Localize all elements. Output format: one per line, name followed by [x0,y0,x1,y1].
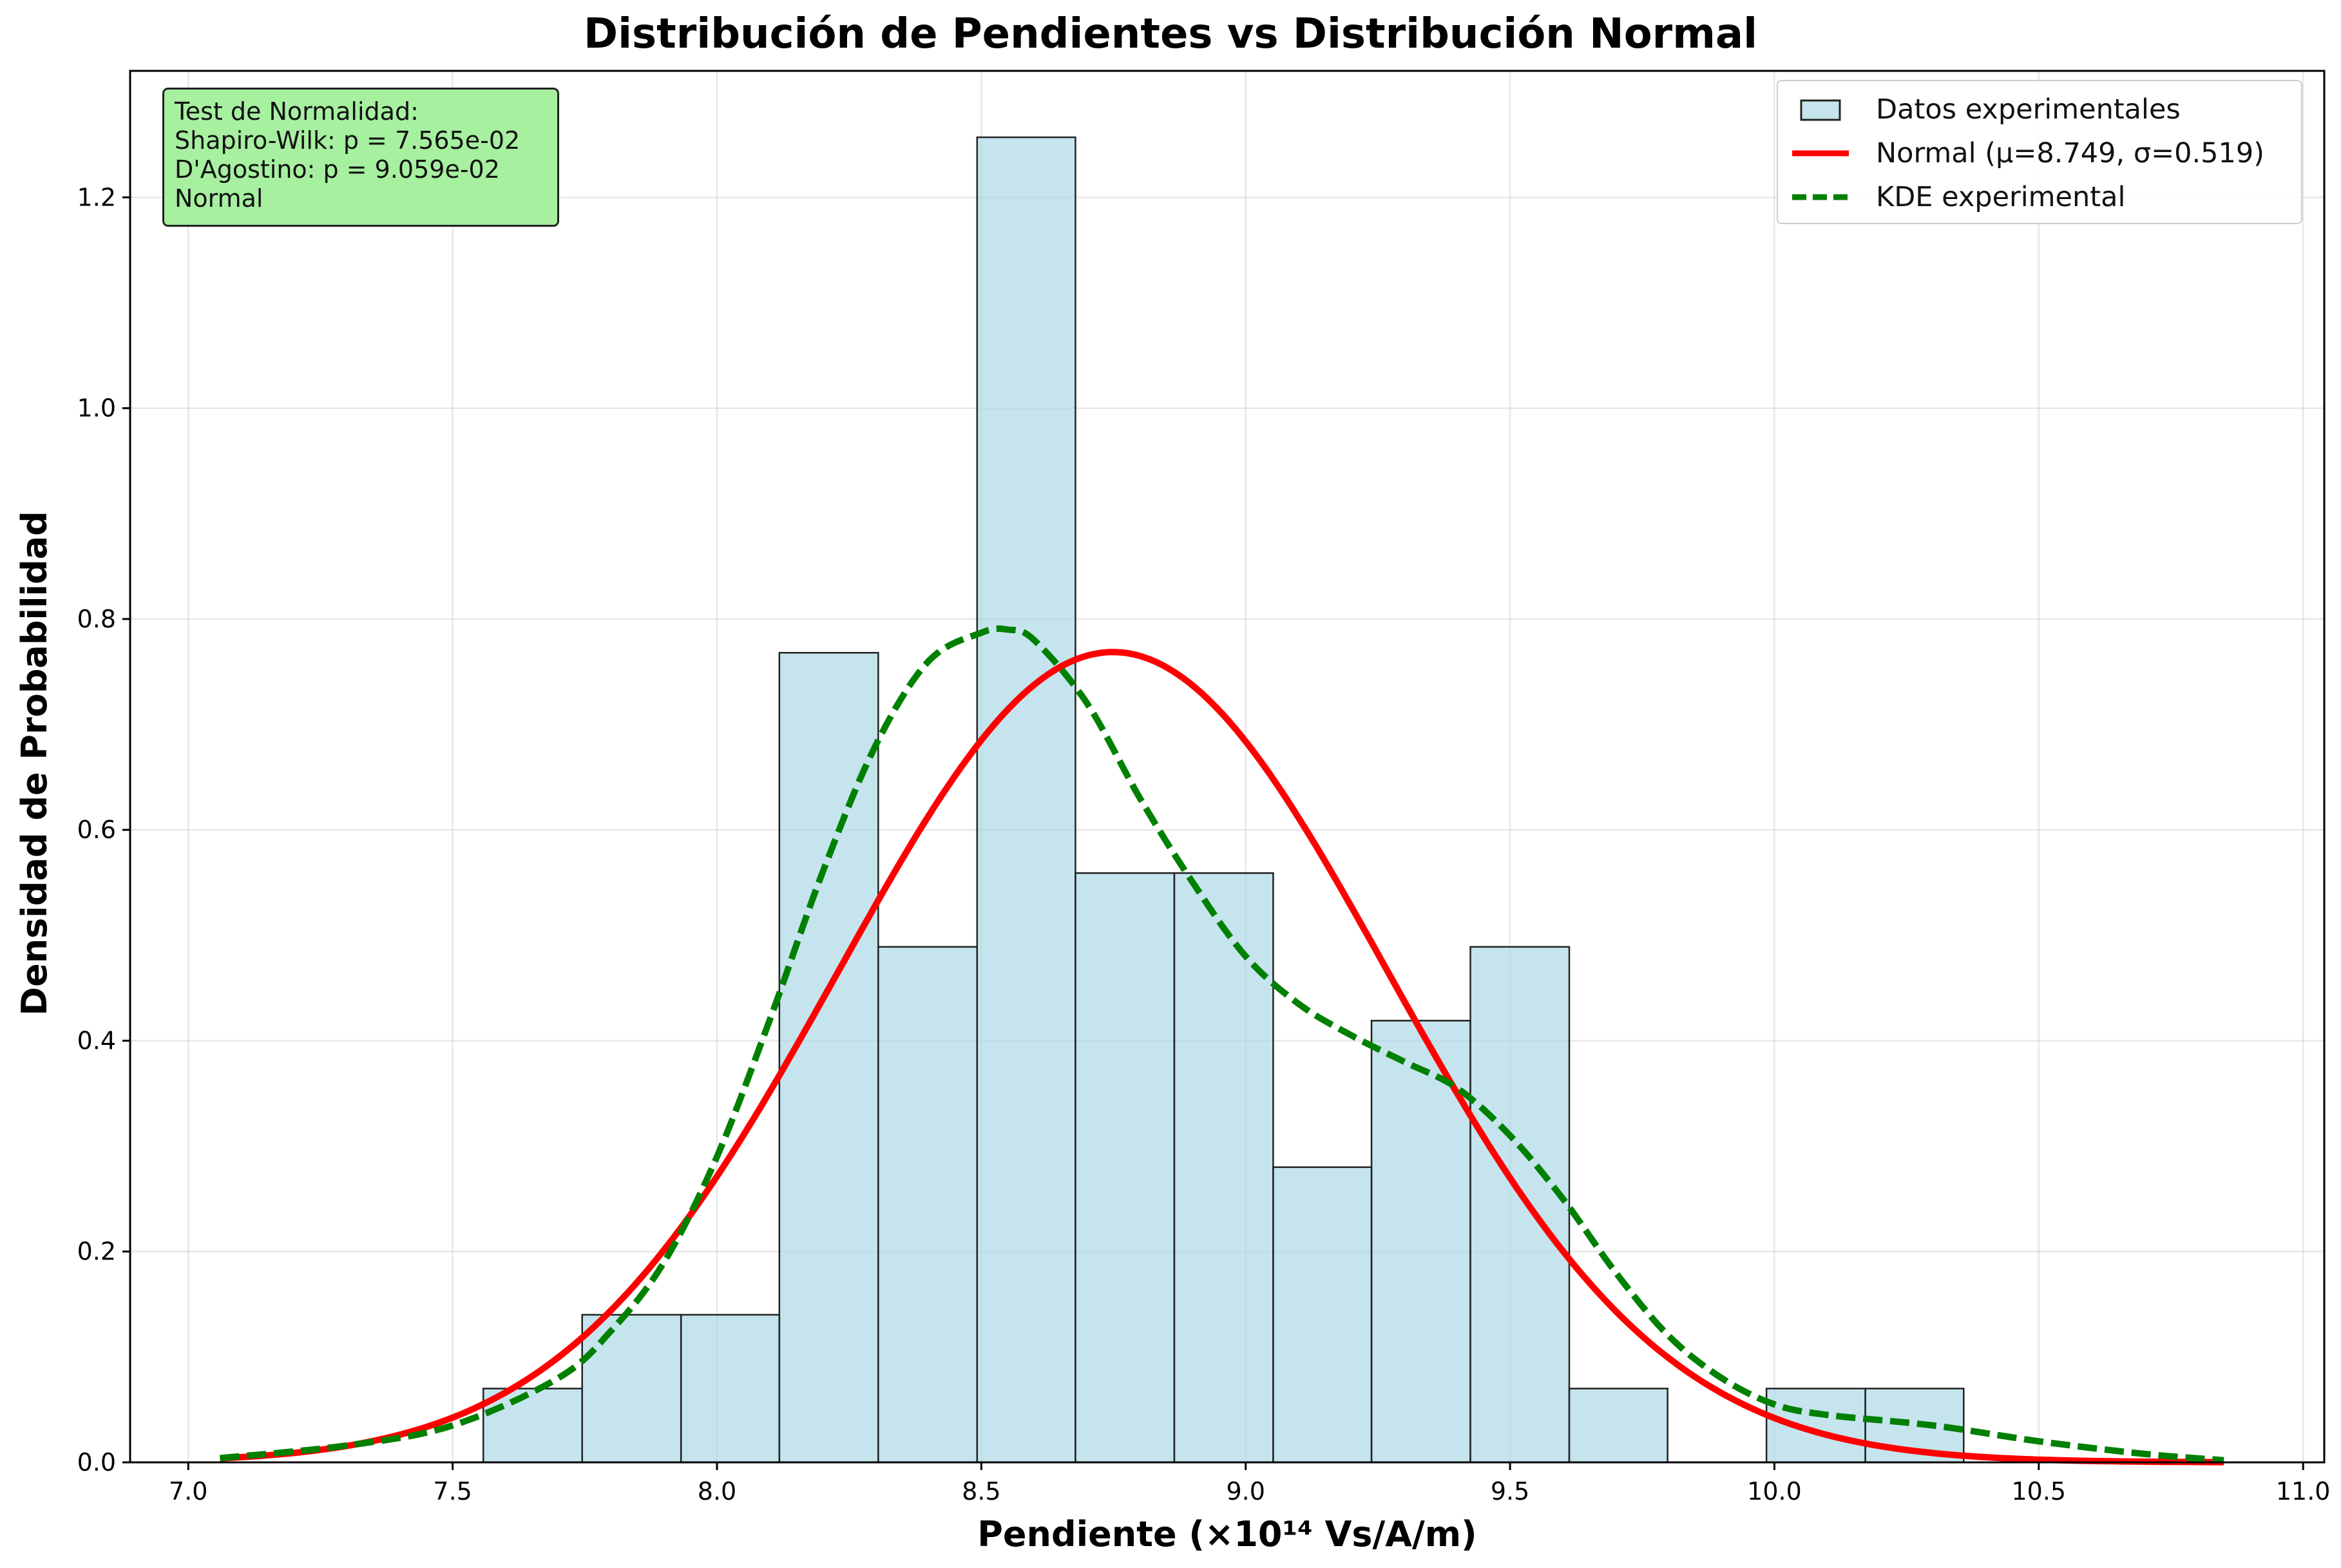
y-axis-label: Densidad de Probabilidad [14,511,55,1016]
y-tick-label: 0.8 [77,605,116,633]
legend-swatch-normal [1792,150,1849,157]
tick-labels: 7.0 7.5 8.0 8.5 9.0 9.5 10.0 10.5 11.0 0.0 0.2 0.4 0… [77,183,2331,1506]
axes [129,70,2326,1464]
legend-label: Datos experimentales [1876,93,2181,126]
y-tick-label: 0.2 [77,1238,116,1266]
stats-line: Normal [175,184,263,213]
histogram-bar [581,1314,682,1464]
histogram-bar [1272,1166,1373,1464]
x-tick-label: 7.0 [169,1477,207,1506]
grid-lines [130,71,2324,1464]
legend-item-histogram: Datos experimentales [1778,91,2301,128]
y-tick-label: 0.4 [77,1026,116,1055]
histogram-bar [1765,1388,1866,1464]
stats-line: D'Agostino: p = 9.059e-02 [175,155,500,184]
histogram-bar [1568,1388,1668,1464]
x-tick-label: 8.5 [962,1477,1000,1506]
y-tick-label: 0.6 [77,816,116,844]
y-tick-label: 0.0 [77,1448,116,1477]
y-tick-label: 1.2 [77,183,116,211]
histogram-bar [680,1314,781,1464]
histogram-bars [482,136,1965,1464]
normal-curve-line [220,649,2224,1466]
legend-item-normal: Normal (μ=8.749, σ=0.519) [1778,135,2301,171]
x-axis-label: Pendiente (×10¹⁴ Vs/A/m) [977,1514,1476,1554]
x-tick-label: 10.0 [1747,1477,1802,1506]
y-tick-label: 1.0 [77,394,116,423]
normality-test-box: Test de Normalidad: Shapiro-Wilk: p = 7.… [162,88,559,227]
legend: Datos experimentales Normal (μ=8.749, σ=… [1777,80,2302,224]
stats-line: Test de Normalidad: [175,97,419,126]
x-tick-label: 9.5 [1491,1477,1529,1506]
x-tick-label: 8.0 [698,1477,736,1506]
stats-line: Shapiro-Wilk: p = 7.565e-02 [175,126,521,155]
histogram-bar [1173,872,1274,1464]
plot-frame [129,70,2326,1464]
legend-item-kde: KDE experimental [1778,179,2301,215]
histogram-bar [976,136,1076,1464]
legend-swatch-kde [1792,194,1849,200]
legend-label: KDE experimental [1876,181,2126,213]
legend-swatch-histogram [1800,99,1841,121]
series-lines [219,625,2224,1466]
histogram-bar [1469,946,1571,1464]
histogram-bar [877,946,979,1464]
x-tick-label: 7.5 [433,1477,472,1506]
chart-title: Distribución de Pendientes vs Distribuci… [584,10,1757,58]
x-tick-label: 10.5 [2012,1477,2067,1506]
x-tick-label: 11.0 [2276,1477,2331,1506]
histogram-bar [1075,872,1176,1464]
kde-curve-line [219,625,2224,1464]
x-tick-label: 9.0 [1227,1477,1265,1506]
legend-label: Normal (μ=8.749, σ=0.519) [1876,137,2265,169]
